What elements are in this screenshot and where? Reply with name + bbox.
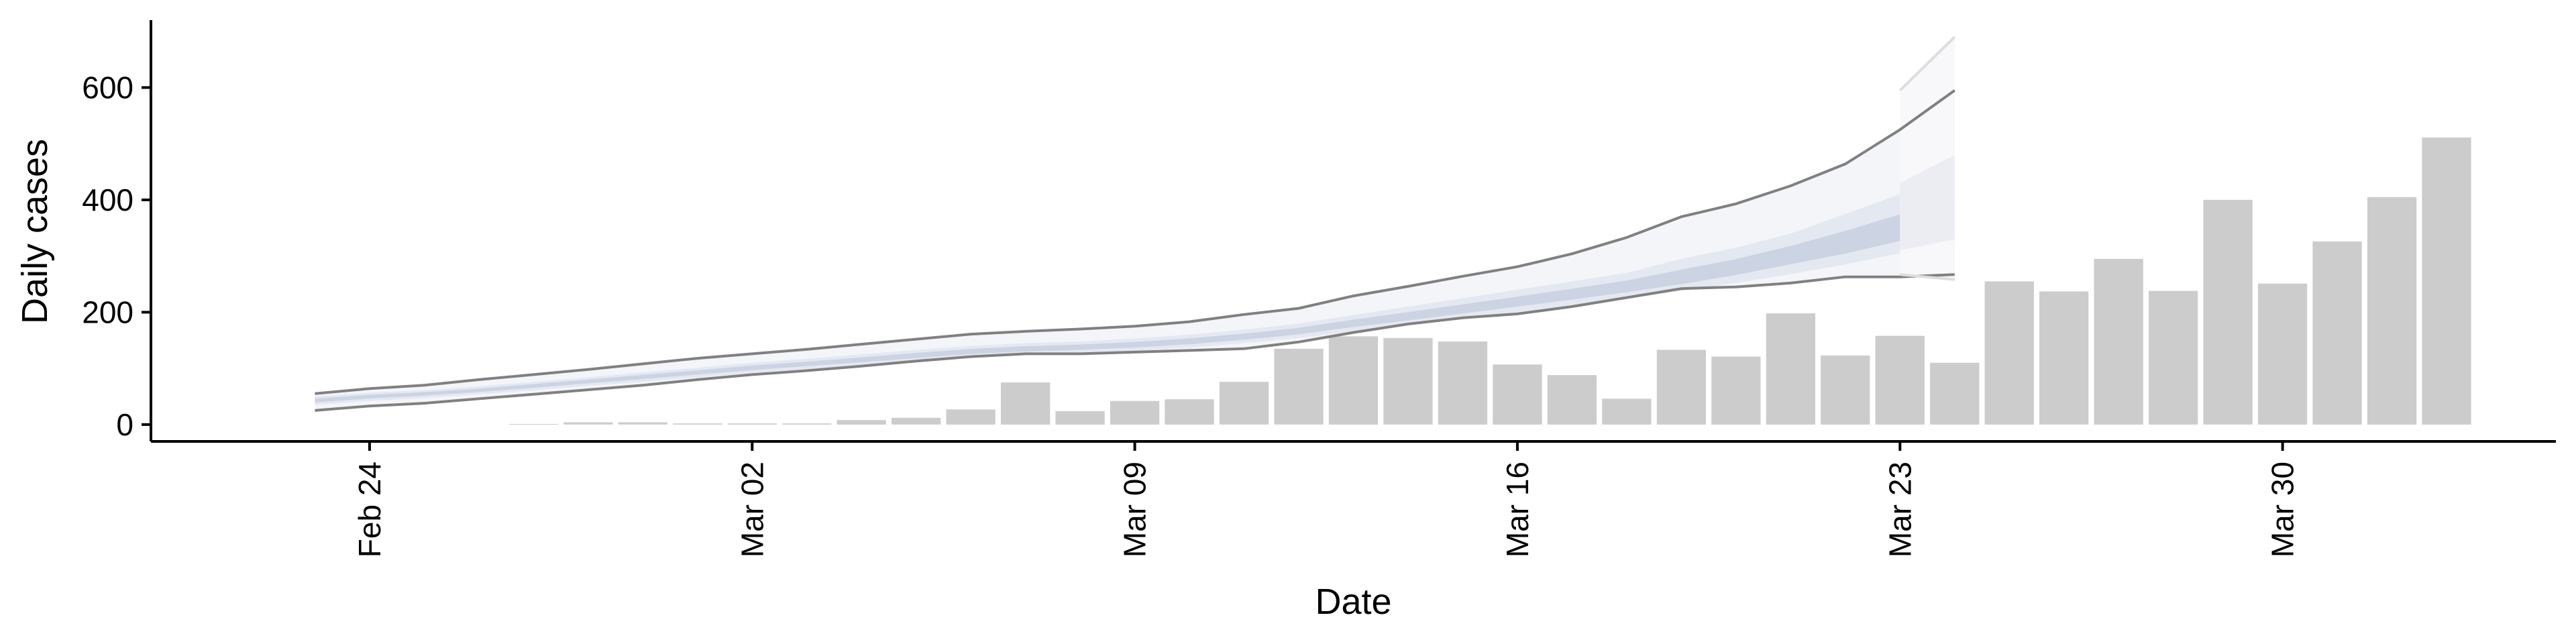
nowcast-upper-line [315, 89, 1955, 395]
y-tick-label: 0 [116, 407, 133, 442]
y-axis-ticks: 0 200 400 600 [82, 70, 151, 442]
bar-2020-03-03 [782, 423, 832, 425]
nowcast-band-90 [315, 90, 1955, 411]
bar-2020-03-29 [2203, 199, 2253, 425]
bar-2020-03-27 [2094, 258, 2143, 425]
bar-2020-04-02 [2422, 138, 2471, 425]
estimate-band-layer [315, 37, 1955, 411]
x-axis-ticks: Feb 24 Mar 02 Mar 09 Mar 16 Mar 23 Mar 30 [352, 441, 2300, 557]
bar-2020-03-23 [1875, 335, 1925, 425]
bar-2020-03-28 [2149, 290, 2198, 425]
bar-2020-03-30 [2257, 283, 2308, 425]
bar-2020-03-20 [1711, 356, 1761, 425]
bar-2020-04-01 [2367, 197, 2417, 425]
y-tick-label: 600 [82, 70, 133, 105]
bar-2020-03-15 [1438, 341, 1488, 425]
bar-2020-03-05 [892, 417, 941, 425]
bar-2020-03-14 [1383, 337, 1433, 425]
bar-2020-03-04 [837, 420, 886, 425]
bar-2020-03-16 [1493, 364, 1542, 425]
bar-2020-03-21 [1766, 313, 1815, 425]
forecast-upper-line [1898, 36, 1956, 92]
bar-2020-03-01 [673, 423, 722, 425]
bar-2020-03-24 [1930, 362, 1980, 425]
bar-2020-03-22 [1821, 355, 1870, 425]
x-axis-title: Date [1315, 582, 1391, 622]
bar-2020-03-07 [1001, 382, 1051, 425]
bar-2020-03-10 [1165, 399, 1214, 425]
x-tick-label: Mar 23 [1882, 462, 1917, 557]
bar-2020-03-09 [1110, 400, 1160, 425]
bar-2020-02-29 [618, 422, 667, 425]
bar-2020-02-27 [508, 424, 558, 425]
y-axis-title: Daily cases [15, 139, 55, 324]
x-tick-label: Mar 16 [1500, 462, 1535, 557]
forecast-lower-line [1900, 273, 1955, 281]
x-tick-label: Mar 09 [1118, 462, 1152, 557]
bar-2020-03-26 [2039, 291, 2089, 425]
bar-2020-02-28 [564, 422, 613, 425]
forecast-band-50 [1900, 155, 1955, 251]
bar-2020-03-31 [2312, 241, 2362, 425]
bar-2020-03-11 [1219, 382, 1269, 425]
bar-2020-03-12 [1274, 348, 1324, 425]
observed-cases-bar-layer [508, 138, 2471, 425]
bar-2020-03-02 [727, 423, 777, 425]
bar-2020-03-13 [1328, 336, 1379, 425]
y-tick-label: 400 [82, 182, 133, 217]
nowcast-lower-line [315, 273, 1955, 412]
x-tick-label: Feb 24 [352, 462, 387, 557]
y-tick-label: 200 [82, 294, 133, 329]
bar-2020-03-19 [1656, 350, 1706, 425]
x-tick-label: Mar 30 [2265, 462, 2300, 557]
bar-2020-03-06 [946, 409, 996, 425]
x-tick-label: Mar 02 [735, 462, 769, 557]
estimate-line-layer [315, 36, 1956, 412]
bar-2020-03-18 [1602, 398, 1652, 425]
bar-2020-03-17 [1547, 375, 1597, 425]
bar-2020-03-25 [1984, 281, 2034, 425]
bar-2020-03-08 [1055, 411, 1105, 425]
axis-layer: 0 200 400 600 Feb 24 Mar 02 Mar 09 Mar 16 Mar 2… [15, 20, 2556, 622]
